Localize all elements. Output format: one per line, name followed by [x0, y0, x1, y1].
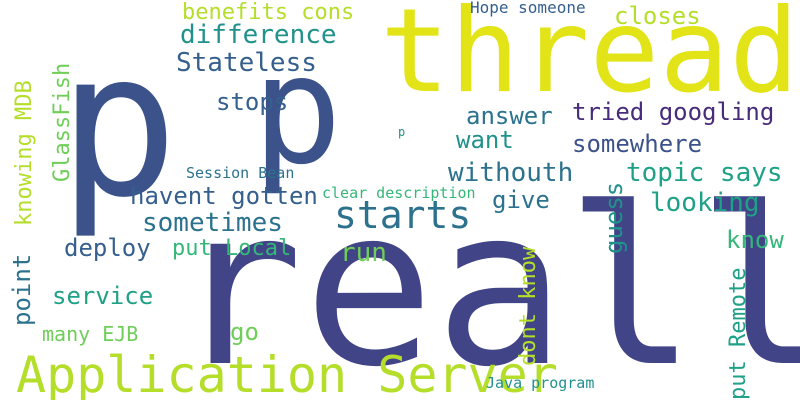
word-starts: starts [334, 193, 472, 237]
word-many-ejb: many EJB [42, 322, 139, 346]
word-service: service [52, 282, 154, 310]
word-looking: looking [650, 188, 760, 218]
word-difference: difference [180, 20, 337, 50]
word-somewhere: somewhere [572, 130, 703, 158]
word-sometimes: sometimes [142, 208, 283, 238]
word-guess: guess [600, 181, 628, 254]
word-application-server: Application Server [16, 346, 558, 400]
word-knowing-mdb: knowing MDB [12, 80, 37, 226]
word-know: know [726, 226, 784, 254]
word-want: want [456, 126, 514, 154]
word-glassfish: GlassFish [50, 62, 75, 182]
word-closes: closes [614, 2, 701, 30]
word-dont-know: dont know [516, 246, 541, 366]
word-p-small: p [398, 125, 406, 139]
word-thread: thread [380, 0, 800, 119]
word-topic-says: topic says [626, 158, 783, 188]
word-session-bean: Session Bean [186, 164, 295, 182]
word-p-left: p [58, 9, 179, 242]
word-tried-googling: tried googling [572, 98, 775, 126]
word-benefits-cons: benefits cons [182, 0, 355, 25]
word-put-local: put Local [172, 236, 292, 261]
word-run: run [340, 238, 387, 268]
word-put-remote: put Remote [726, 267, 751, 400]
word-deploy: deploy [64, 234, 151, 262]
word-point: point [8, 253, 36, 326]
word-havent-gotten: havent gotten [130, 182, 318, 210]
word-go: go [230, 318, 259, 346]
word-withouth: withouth [448, 158, 574, 188]
word-give: give [492, 186, 550, 214]
word-p-right: p [252, 24, 343, 198]
word-answer: answer [466, 102, 553, 130]
word-hope-someone: Hope someone [470, 0, 586, 17]
word-really: really [172, 162, 800, 400]
word-java-program: Java program [486, 374, 595, 392]
word-stops: stops [216, 88, 289, 116]
word-clear-description: clear description [322, 184, 476, 202]
word-stateless: Stateless [176, 48, 317, 78]
